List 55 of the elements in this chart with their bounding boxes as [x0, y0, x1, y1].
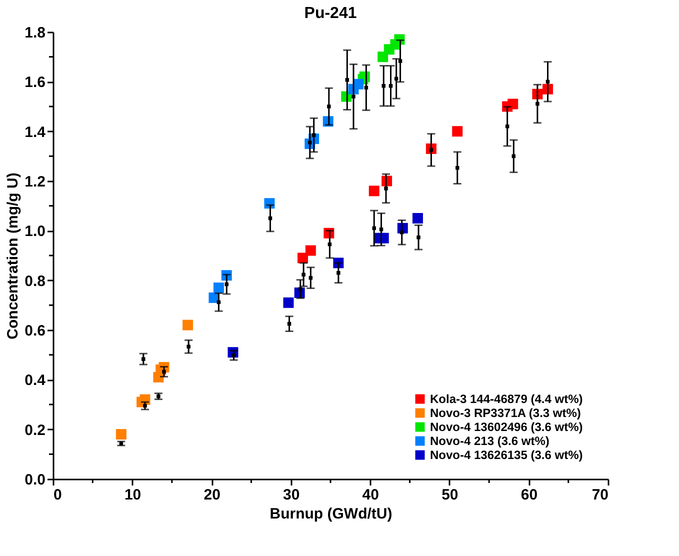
point — [336, 271, 340, 275]
legend-label: Novo-4 213 (3.6 wt%) — [430, 434, 550, 448]
point — [116, 429, 126, 440]
point — [182, 320, 194, 330]
point — [352, 94, 356, 98]
point — [162, 370, 166, 374]
point — [452, 126, 463, 137]
y-tick-label: 0.8 — [24, 272, 46, 290]
y-tick-label: 1.8 — [24, 24, 46, 42]
point — [382, 84, 386, 88]
point — [379, 228, 384, 232]
y-tick-label: 0.0 — [24, 472, 46, 488]
x-tick-label: 70 — [592, 486, 608, 504]
point — [536, 102, 540, 106]
chart-title: Pu-241 — [304, 5, 357, 22]
y-tick-label: 0.2 — [24, 422, 46, 439]
point — [213, 282, 224, 294]
point — [384, 186, 388, 190]
point — [353, 78, 364, 90]
x-tick-label: 10 — [124, 486, 142, 504]
point — [142, 357, 146, 361]
point — [372, 226, 376, 230]
point — [305, 245, 316, 256]
legend-label: Novo-4 13602496 (3.6 wt%) — [430, 420, 583, 434]
y-tick-label: 0.6 — [24, 322, 46, 340]
x-tick-label: 60 — [520, 486, 538, 504]
x-tick-label: 30 — [283, 486, 300, 504]
y-tick-label: 0.4 — [24, 372, 46, 390]
y-axis-title: Concentration (mg/g U) — [4, 172, 22, 340]
point — [368, 186, 380, 196]
point — [412, 213, 423, 224]
point — [345, 78, 350, 82]
x-tick-label: 20 — [204, 486, 220, 504]
x-tick-label: 50 — [442, 486, 458, 504]
point — [400, 230, 404, 234]
y-tick-label: 1.4 — [24, 124, 46, 141]
point — [388, 84, 393, 88]
x-axis-title: Burnup (GWd/tU) — [270, 506, 392, 522]
point — [327, 104, 331, 108]
point — [186, 344, 190, 349]
x-tick-label: 0 — [54, 486, 62, 504]
legend-label: Novo-3 RP3371A (3.3 wt%) — [430, 406, 581, 420]
point — [398, 59, 402, 63]
y-tick-label: 1.0 — [24, 223, 46, 240]
legend-label: Kola-3 144-46879 (4.4 wt%) — [430, 392, 583, 406]
point — [283, 297, 294, 308]
y-tick-label: 1.2 — [24, 174, 46, 190]
point — [298, 287, 302, 291]
point — [312, 133, 316, 137]
point — [416, 236, 420, 240]
legend-label: Novo-4 13626135 (3.6 wt%) — [430, 448, 583, 462]
x-tick-label: 40 — [362, 486, 379, 504]
point — [302, 272, 306, 276]
point — [508, 98, 518, 110]
y-tick-label: 1.6 — [24, 74, 46, 92]
